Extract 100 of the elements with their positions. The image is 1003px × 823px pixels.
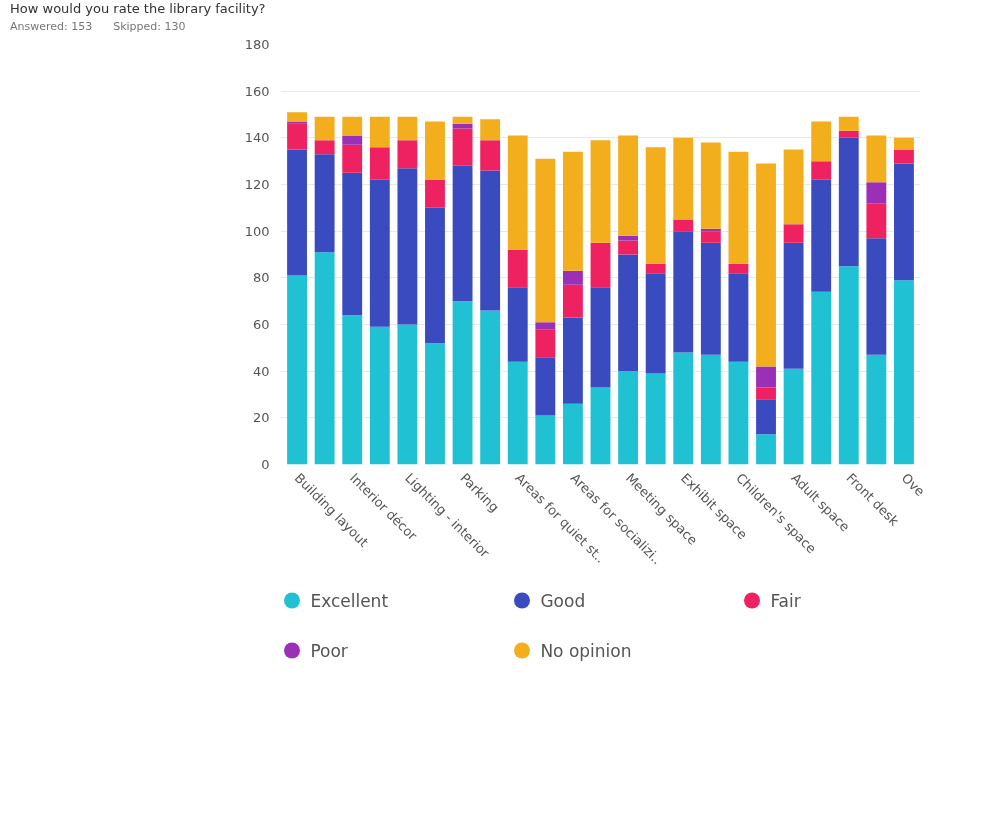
bar (866, 203, 887, 239)
bar (342, 135, 363, 146)
bar (838, 131, 859, 139)
bar (618, 240, 639, 255)
bar (507, 287, 528, 363)
y-tick-label: 120 (244, 177, 270, 193)
bar (314, 140, 335, 155)
bar (645, 264, 666, 274)
bar (590, 387, 611, 465)
bar (562, 271, 583, 286)
bar (645, 147, 666, 265)
bar (838, 117, 859, 132)
y-tick-label: 180 (244, 37, 270, 53)
bar (342, 117, 363, 136)
bar (811, 292, 832, 465)
bar (866, 135, 887, 183)
bar (673, 219, 694, 232)
bar (452, 124, 473, 129)
bar (369, 117, 390, 148)
bar (562, 152, 583, 272)
bar (287, 124, 307, 150)
bar (397, 140, 418, 169)
bar (590, 287, 611, 388)
y-tick-label: 80 (252, 270, 270, 286)
bar (425, 208, 445, 344)
bar (535, 329, 556, 358)
bar (728, 273, 749, 363)
bar (452, 117, 473, 125)
legend-label: Excellent (310, 590, 389, 611)
bar (425, 343, 445, 465)
bar (397, 324, 418, 465)
bar (728, 152, 749, 265)
bar (866, 355, 887, 465)
bar (700, 355, 721, 465)
bar (673, 352, 694, 465)
y-tick-label: 160 (244, 83, 270, 99)
bar (700, 231, 721, 244)
y-tick-label: 100 (244, 223, 270, 239)
bar (287, 112, 307, 122)
bar (894, 280, 914, 465)
bar (480, 310, 501, 465)
bar (866, 182, 887, 204)
bar (452, 301, 473, 465)
bar (811, 180, 832, 293)
bar (756, 399, 776, 435)
y-tick-label: 140 (244, 130, 270, 146)
bar (369, 327, 390, 465)
bar (894, 138, 914, 150)
bar (618, 254, 639, 372)
bar (369, 147, 390, 181)
bar (894, 149, 914, 164)
bar (314, 154, 335, 253)
bar (645, 273, 666, 374)
bar (756, 387, 776, 400)
bar (728, 264, 749, 274)
bar (342, 315, 363, 465)
bar (894, 163, 914, 281)
bar (425, 121, 445, 181)
bar (507, 362, 528, 465)
bar (369, 180, 390, 328)
bar (728, 362, 749, 465)
bar (507, 250, 528, 288)
bar (866, 238, 887, 356)
bar (562, 404, 583, 465)
bar (811, 161, 832, 181)
bar (535, 357, 556, 416)
y-tick-label: 60 (252, 317, 270, 333)
bar (783, 243, 804, 370)
text: How would you rate the library facility? (10, 0, 266, 18)
bar (783, 149, 804, 225)
bar (811, 121, 832, 162)
legend-label: Poor (310, 640, 348, 661)
bar (425, 180, 445, 209)
bar (480, 119, 501, 141)
legend-label: Good (540, 590, 586, 611)
bar (480, 170, 501, 311)
bar (562, 317, 583, 405)
bar (673, 138, 694, 220)
bar (314, 252, 335, 465)
bar (287, 275, 307, 465)
bar (590, 243, 611, 288)
x-tick-label: Ove (898, 470, 928, 500)
bar (342, 173, 363, 316)
bar (397, 117, 418, 141)
bar (618, 135, 639, 237)
bar (314, 117, 335, 141)
y-tick-label: 40 (252, 363, 270, 379)
bar (590, 140, 611, 244)
bar (480, 140, 501, 171)
bar (535, 159, 556, 323)
bar (618, 236, 639, 241)
bar (397, 168, 418, 325)
bar (535, 322, 556, 330)
bar (783, 224, 804, 244)
bar (700, 142, 721, 230)
bar (342, 145, 363, 174)
y-tick-label: 20 (252, 410, 270, 426)
bar (700, 243, 721, 356)
bar (756, 366, 776, 388)
bar (838, 266, 859, 465)
